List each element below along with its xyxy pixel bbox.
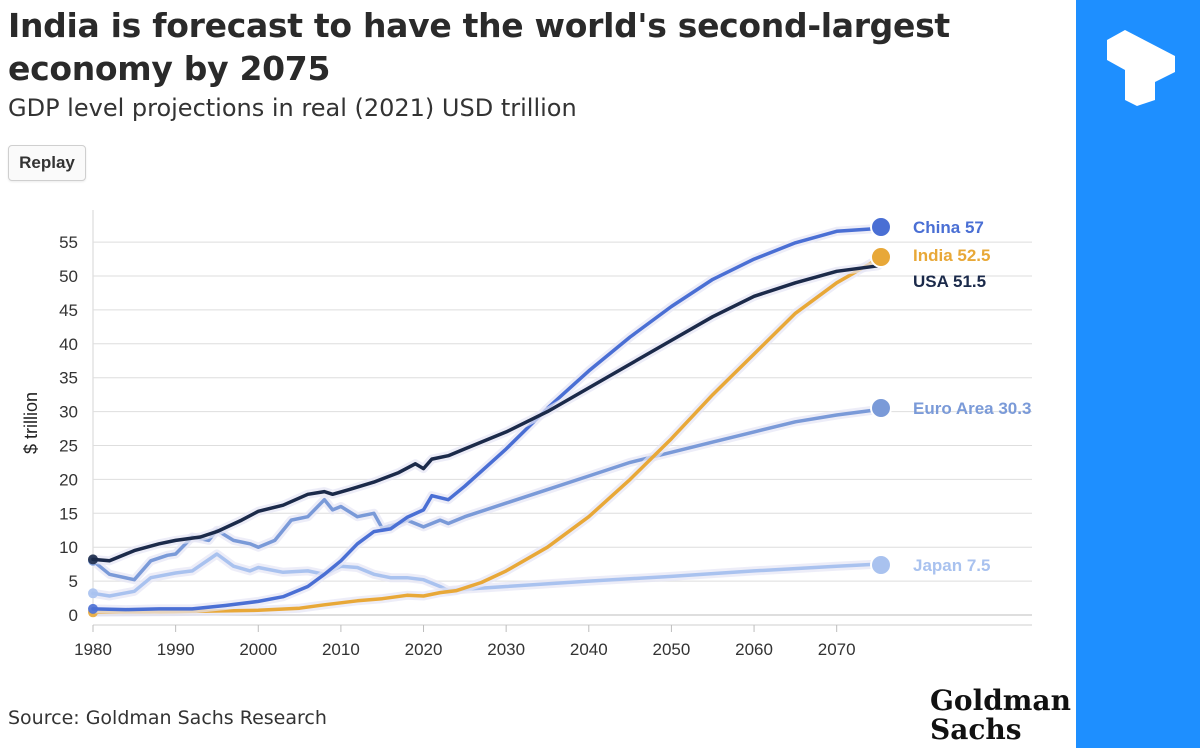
euro-area-end-marker[interactable] [870,397,892,419]
china-start-point [88,603,98,614]
japan-end-label: Japan 7.5 [913,556,991,575]
china-line-halo [88,224,883,615]
y-tick-label: 5 [69,572,78,591]
x-tick-label: 2040 [570,640,608,659]
india-line [91,257,880,615]
y-tick-label: 0 [69,606,78,625]
y-tick-label: 40 [59,335,78,354]
india-end-marker[interactable] [870,246,892,268]
logo-line-1: Goldman [930,684,1071,717]
x-tick-label: 2020 [405,640,443,659]
x-tick-label: 2050 [653,640,691,659]
china-line [91,226,880,612]
y-axis-label: $ trillion [21,392,41,454]
chart-title: India is forecast to have the world's se… [8,6,950,88]
series-lines [88,224,883,618]
source-note: Source: Goldman Sachs Research [8,707,327,729]
usa-start-point [88,554,98,565]
usa-line [91,264,880,563]
india-end-label: India 52.5 [913,246,990,265]
y-tick-label: 45 [59,301,78,320]
x-tick-label: 1990 [157,640,195,659]
x-tick-label: 2010 [322,640,360,659]
series-labels: China 57 India 52.5 USA 51.5 Euro Area 30.3… [913,218,1031,575]
usa-end-label: USA 51.5 [913,272,986,291]
japan-end-marker[interactable] [870,554,892,576]
y-tick-label: 55 [59,233,78,252]
goldman-sachs-logo: Goldman Sachs [930,684,1071,746]
y-tick-label: 10 [59,538,78,557]
brand-sidebar [1076,0,1200,748]
chart-subtitle: GDP level projections in real (2021) USD… [8,94,577,122]
x-tick-label: 2070 [818,640,856,659]
grid-lines [92,210,1032,626]
china-end-marker[interactable] [870,216,892,238]
line-chart: 0 5 10 15 20 25 30 35 40 45 50 55 1980 1990 2000 2010 2… [21,210,1032,659]
x-tick-label: 2060 [735,640,773,659]
y-tick-label: 15 [59,504,78,523]
x-tick-label: 2000 [239,640,277,659]
y-tick-label: 20 [59,470,78,489]
end-markers[interactable] [870,216,892,576]
y-axis-ticks: 0 5 10 15 20 25 30 35 40 45 50 55 [59,233,78,625]
y-tick-label: 35 [59,369,78,388]
x-axis-ticks: 1980 1990 2000 2010 2020 2030 2040 2050 2060 2070 [74,625,856,659]
y-tick-label: 25 [59,437,78,456]
y-tick-label: 30 [59,403,78,422]
t-logo-icon[interactable] [1103,26,1179,106]
euro-area-end-label: Euro Area 30.3 [913,399,1031,418]
japan-start-point [88,588,98,599]
japan-line [91,552,880,598]
x-tick-label: 2030 [487,640,525,659]
replay-button[interactable]: Replay [8,145,86,181]
x-tick-label: 1980 [74,640,112,659]
logo-line-2: Sachs [930,713,1022,746]
y-tick-label: 50 [59,267,78,286]
china-end-label: China 57 [913,218,984,237]
